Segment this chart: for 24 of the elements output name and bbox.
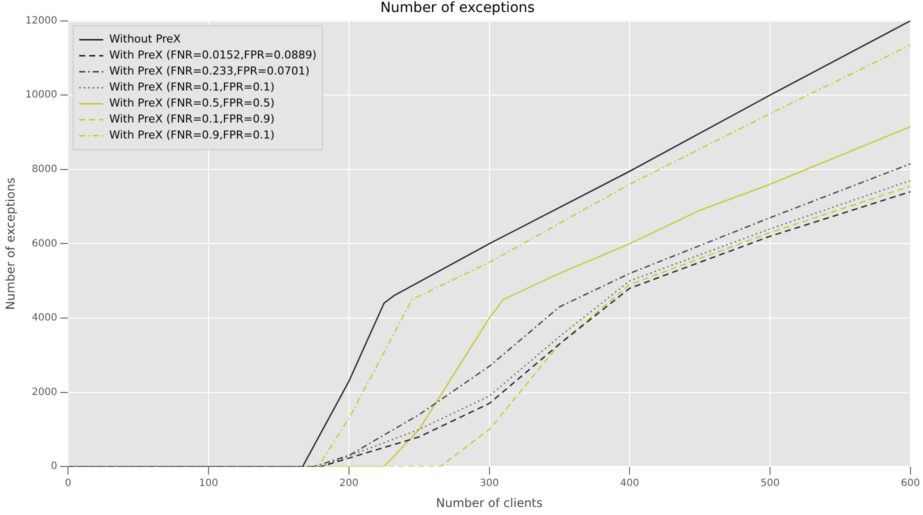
legend-label: With PreX (FNR=0.0152,FPR=0.0889) xyxy=(109,48,317,62)
y-axis-title: Number of exceptions xyxy=(3,178,18,310)
x-tick-label: 300 xyxy=(480,478,499,490)
x-tick-label: 0 xyxy=(65,478,72,490)
chart-title: Number of exceptions xyxy=(380,0,535,16)
y-tick-label: 4000 xyxy=(32,312,58,324)
y-tick-label: 2000 xyxy=(32,386,58,398)
x-axis-title: Number of clients xyxy=(436,496,543,510)
legend-label: With PreX (FNR=0.1,FPR=0.9) xyxy=(109,112,275,126)
legend-label: With PreX (FNR=0.1,FPR=0.1) xyxy=(109,80,275,94)
x-tick-label: 500 xyxy=(760,478,780,490)
y-tick-label: 12000 xyxy=(25,15,58,26)
y-tick-label: 10000 xyxy=(25,90,58,101)
y-tick-label: 8000 xyxy=(32,164,58,175)
y-tick-label: 6000 xyxy=(32,238,58,250)
x-tick-label: 100 xyxy=(199,478,218,490)
legend-label: With PreX (FNR=0.5,FPR=0.5) xyxy=(109,96,275,110)
y-tick-label: 0 xyxy=(50,461,58,472)
legend-label: Without PreX xyxy=(109,32,182,46)
legend-label: With PreX (FNR=0.233,FPR=0.0701) xyxy=(109,64,310,78)
x-tick-label: 600 xyxy=(900,478,920,490)
x-tick-label: 400 xyxy=(620,478,640,490)
x-tick-label: 200 xyxy=(339,478,359,490)
legend-label: With PreX (FNR=0.9,FPR=0.1) xyxy=(109,128,275,142)
